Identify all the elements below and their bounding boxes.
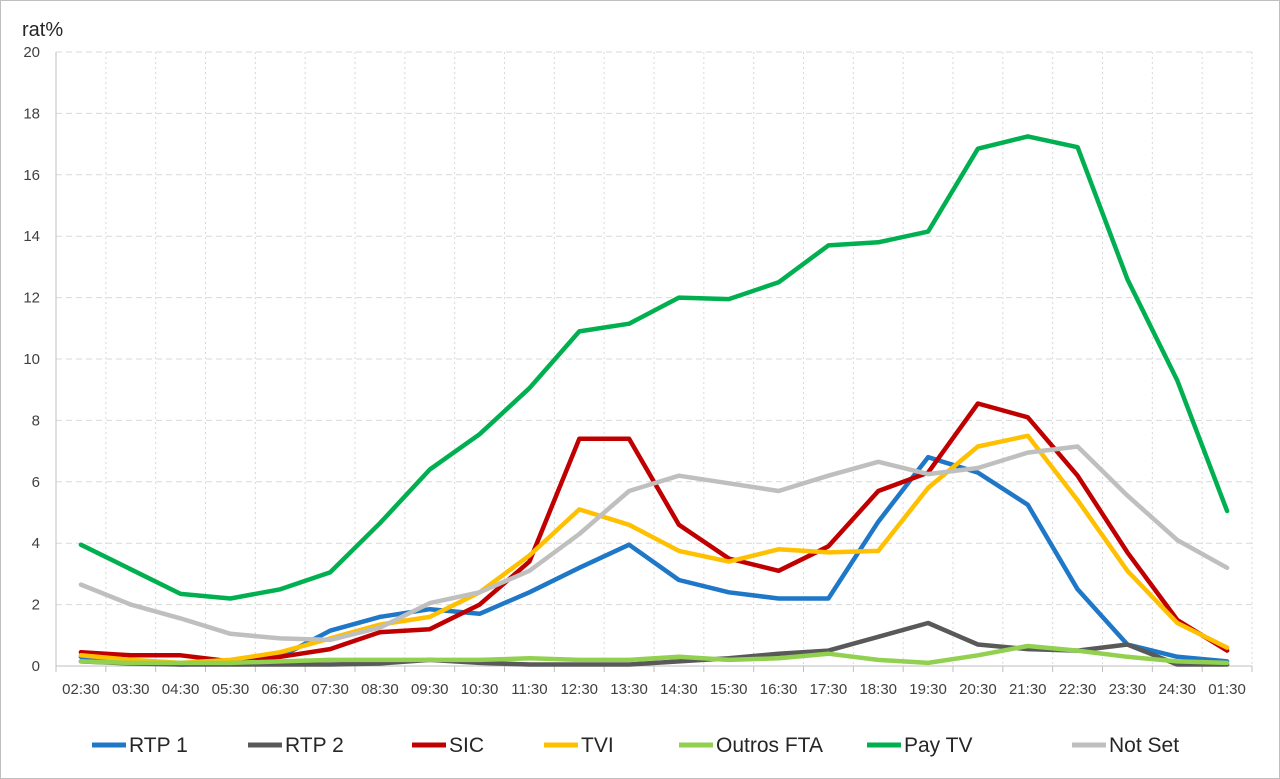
x-tick-label: 04:30: [162, 681, 200, 698]
y-tick-label: 10: [23, 351, 40, 368]
axes: 0 2 4 6 8 10 12 14 16 18 20 02:30 03:30 04:30 05:30 06:…: [23, 44, 1253, 698]
x-tick-label: 22:30: [1059, 681, 1097, 698]
series-line-not-set: [78, 444, 1230, 643]
series-line-outros-fta: [78, 643, 1230, 666]
x-tick-label: 12:30: [560, 681, 598, 698]
x-tick-label: 20:30: [959, 681, 997, 698]
x-tick-label: 11:30: [511, 681, 547, 698]
x-tick-label: 19:30: [909, 681, 947, 698]
legend-label-outros-fta: Outros FTA: [716, 734, 823, 757]
x-tick-label: 23:30: [1109, 681, 1147, 698]
series-lines: [78, 134, 1230, 667]
x-tick-label: 05:30: [212, 681, 250, 698]
y-axis-title: rat%: [22, 19, 63, 41]
y-tick-label: 18: [23, 105, 40, 122]
x-tick-label: 17:30: [810, 681, 848, 698]
y-tick-label: 6: [32, 474, 40, 491]
x-tick-label: 09:30: [411, 681, 449, 698]
x-tick-label: 24:30: [1158, 681, 1196, 698]
legend-label-not-set: Not Set: [1109, 734, 1179, 757]
y-tick-label: 14: [23, 228, 40, 245]
x-tick-label: 13:30: [610, 681, 648, 698]
x-tick-label: 07:30: [311, 681, 349, 698]
x-tick-label: 15:30: [710, 681, 748, 698]
y-tick-label: 12: [23, 290, 40, 307]
x-tick-label: 18:30: [859, 681, 897, 698]
legend-label-pay-tv: Pay TV: [904, 734, 972, 757]
legend-label-rtp-1: RTP 1: [129, 734, 188, 757]
series-line-rtp-2: [78, 620, 1230, 667]
y-tick-label: 16: [23, 167, 40, 184]
legend-label-tvi: TVI: [581, 734, 614, 757]
x-tick-label: 08:30: [361, 681, 399, 698]
x-tick-label: 14:30: [660, 681, 698, 698]
x-tick-label: 21:30: [1009, 681, 1047, 698]
y-tick-label: 8: [32, 412, 40, 429]
legend: RTP 1 RTP 2 SIC TVI Outros FTA Pay TV Not Set: [92, 734, 1179, 757]
x-tick-label: 06:30: [261, 681, 299, 698]
x-tick-label: 03:30: [112, 681, 150, 698]
legend-label-rtp-2: RTP 2: [285, 734, 344, 757]
series-line-pay-tv: [78, 134, 1230, 601]
y-tick-label: 2: [32, 597, 40, 614]
y-tick-label: 0: [32, 658, 40, 675]
series-line-tvi: [78, 433, 1230, 666]
x-tick-label: 01:30: [1208, 681, 1246, 698]
y-tick-label: 4: [32, 535, 40, 552]
x-tick-label: 10:30: [461, 681, 499, 698]
x-tick-label: 16:30: [760, 681, 798, 698]
legend-label-sic: SIC: [449, 734, 484, 757]
x-tick-label: 02:30: [62, 681, 100, 698]
y-tick-label: 20: [23, 44, 40, 61]
